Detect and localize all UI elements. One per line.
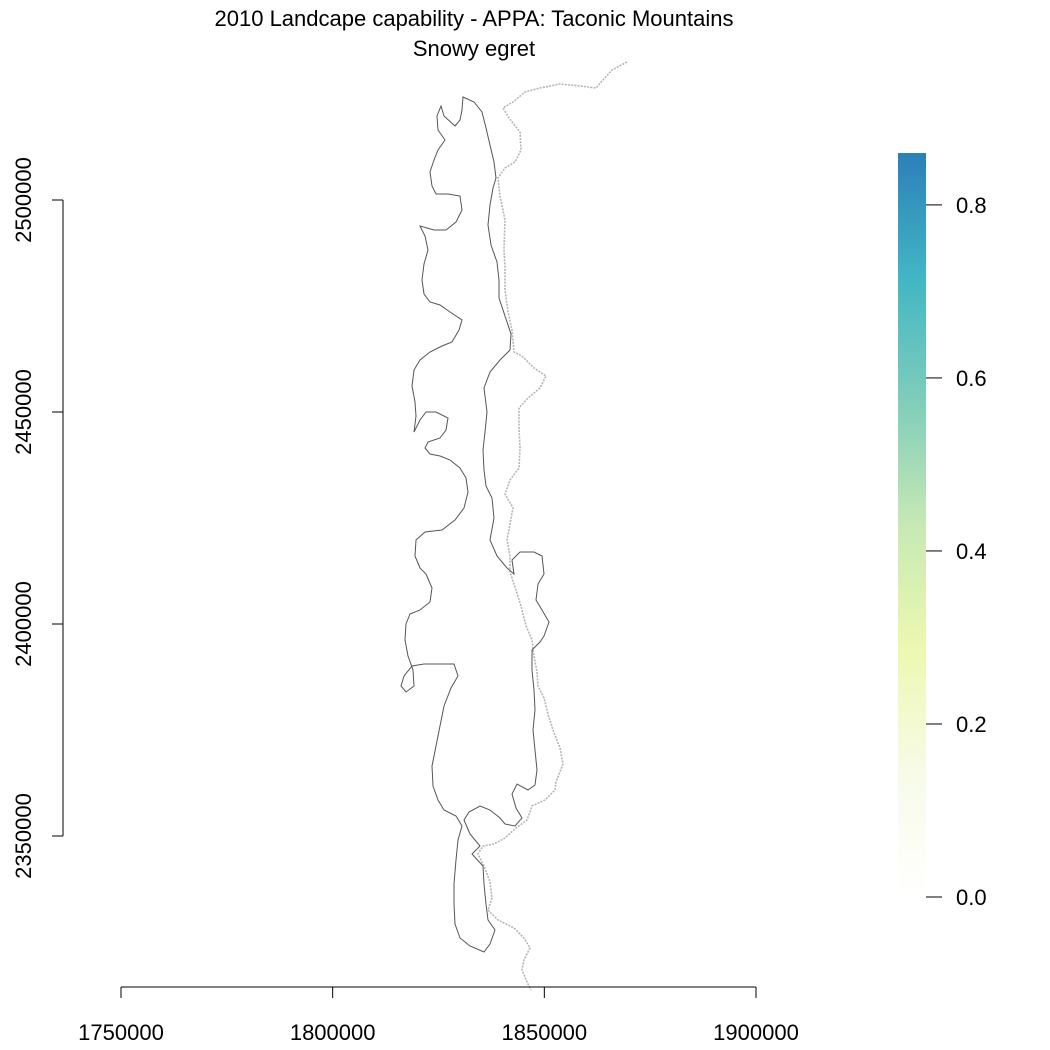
map-panel [400, 61, 628, 991]
map-subtitle: Snowy egret [413, 36, 535, 61]
legend-colorbar: 0.0 0.2 0.4 0.6 0.8 [898, 153, 987, 910]
legend-gradient-bar [898, 153, 926, 897]
legend-tick-label: 0.0 [956, 885, 987, 910]
state-boundary-line [477, 61, 628, 991]
map-title: 2010 Landcape capability - APPA: Taconic… [215, 6, 734, 31]
y-tick-label: 2400000 [11, 581, 36, 667]
legend-tick-label: 0.8 [956, 193, 987, 218]
legend-tick-label: 0.6 [956, 366, 987, 391]
x-tick-label: 1850000 [502, 1020, 588, 1045]
x-axis: 1750000 1800000 1850000 1900000 [78, 986, 799, 1045]
x-tick-label: 1800000 [290, 1020, 376, 1045]
y-axis: 2350000 2400000 2450000 2500000 [11, 157, 64, 879]
y-tick-label: 2500000 [11, 157, 36, 243]
y-tick-label: 2350000 [11, 793, 36, 879]
x-tick-label: 1750000 [78, 1020, 164, 1045]
legend-tick-label: 0.2 [956, 712, 987, 737]
study-area-boundary [400, 96, 550, 953]
y-tick-label: 2450000 [11, 369, 36, 455]
legend-tick-label: 0.4 [956, 539, 987, 564]
x-tick-label: 1900000 [713, 1020, 799, 1045]
